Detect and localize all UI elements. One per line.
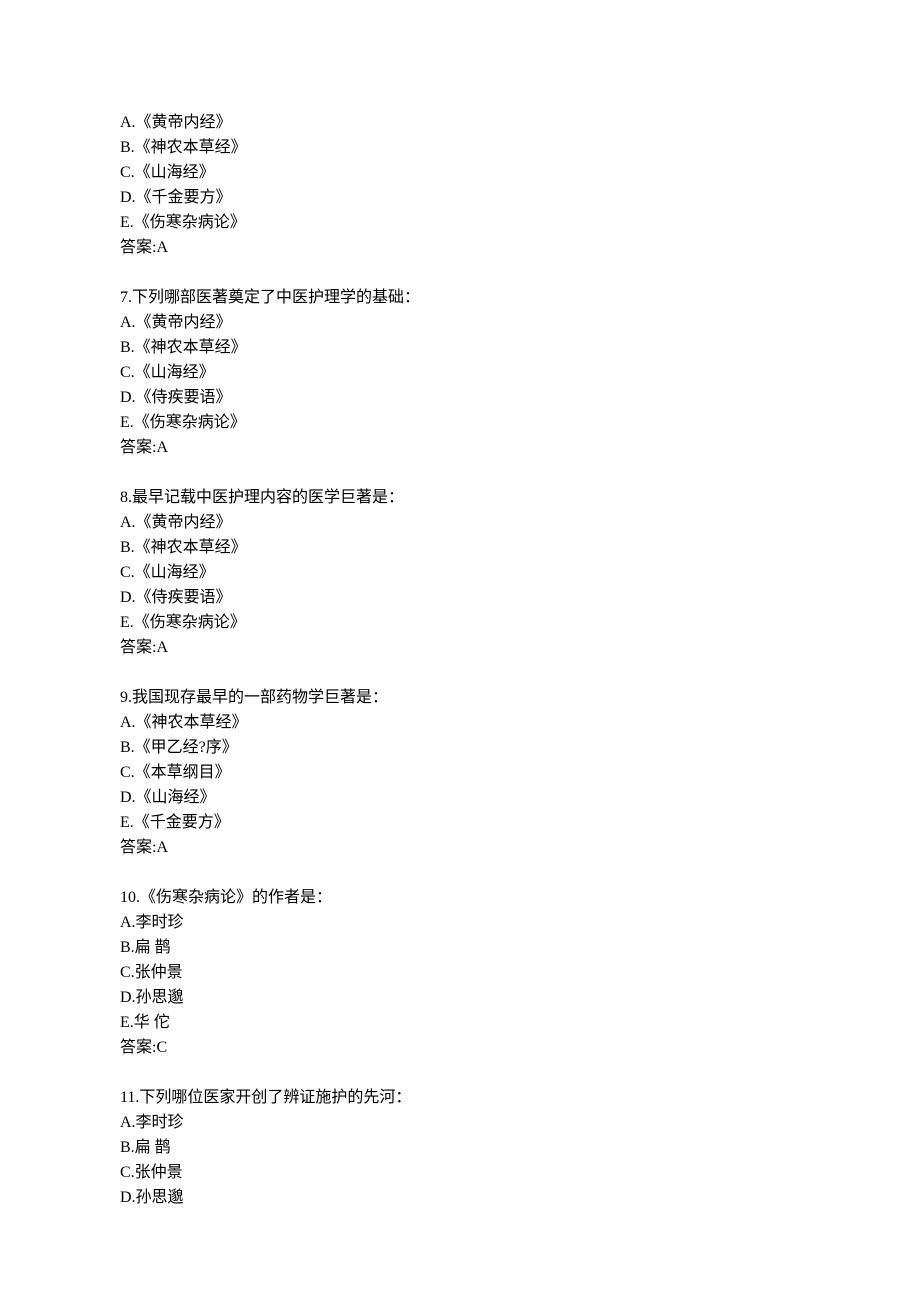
question-10-line-3: C.张仲景 bbox=[120, 960, 800, 985]
question-11-line-0: 11.下列哪位医家开创了辨证施护的先河： bbox=[120, 1085, 800, 1110]
question-9-line-5: E.《千金要方》 bbox=[120, 810, 800, 835]
question-7-line-6: 答案:A bbox=[120, 435, 800, 460]
block-spacer bbox=[120, 460, 800, 485]
block-spacer bbox=[120, 660, 800, 685]
question-8-line-4: D.《侍疾要语》 bbox=[120, 585, 800, 610]
question-9-line-2: B.《甲乙经?序》 bbox=[120, 735, 800, 760]
block-spacer bbox=[120, 1060, 800, 1085]
document-body: A.《黄帝内经》B.《神农本草经》C.《山海经》D.《千金要方》E.《伤寒杂病论… bbox=[120, 110, 800, 1210]
block-6-options-line-4: E.《伤寒杂病论》 bbox=[120, 210, 800, 235]
question-10-line-5: E.华 佗 bbox=[120, 1010, 800, 1035]
question-10-line-6: 答案:C bbox=[120, 1035, 800, 1060]
question-9-line-6: 答案:A bbox=[120, 835, 800, 860]
question-10-line-0: 10.《伤寒杂病论》的作者是： bbox=[120, 885, 800, 910]
question-10-line-4: D.孙思邈 bbox=[120, 985, 800, 1010]
question-8-line-3: C.《山海经》 bbox=[120, 560, 800, 585]
question-7-line-2: B.《神农本草经》 bbox=[120, 335, 800, 360]
block-spacer bbox=[120, 860, 800, 885]
question-7-line-4: D.《侍疾要语》 bbox=[120, 385, 800, 410]
block-6-options-line-5: 答案:A bbox=[120, 235, 800, 260]
question-11-line-1: A.李时珍 bbox=[120, 1110, 800, 1135]
question-11-line-2: B.扁 鹊 bbox=[120, 1135, 800, 1160]
block-6-options-line-0: A.《黄帝内经》 bbox=[120, 110, 800, 135]
question-8-line-5: E.《伤寒杂病论》 bbox=[120, 610, 800, 635]
question-10-line-1: A.李时珍 bbox=[120, 910, 800, 935]
block-spacer bbox=[120, 260, 800, 285]
question-7-line-5: E.《伤寒杂病论》 bbox=[120, 410, 800, 435]
question-7-line-0: 7.下列哪部医著奠定了中医护理学的基础： bbox=[120, 285, 800, 310]
block-6-options-line-2: C.《山海经》 bbox=[120, 160, 800, 185]
question-8-line-2: B.《神农本草经》 bbox=[120, 535, 800, 560]
block-6-options-line-3: D.《千金要方》 bbox=[120, 185, 800, 210]
question-7-line-3: C.《山海经》 bbox=[120, 360, 800, 385]
question-11-line-3: C.张仲景 bbox=[120, 1160, 800, 1185]
question-9-line-0: 9.我国现存最早的一部药物学巨著是： bbox=[120, 685, 800, 710]
question-8-line-6: 答案:A bbox=[120, 635, 800, 660]
question-7-line-1: A.《黄帝内经》 bbox=[120, 310, 800, 335]
question-10-line-2: B.扁 鹊 bbox=[120, 935, 800, 960]
question-9-line-3: C.《本草纲目》 bbox=[120, 760, 800, 785]
question-9-line-1: A.《神农本草经》 bbox=[120, 710, 800, 735]
block-6-options-line-1: B.《神农本草经》 bbox=[120, 135, 800, 160]
question-9-line-4: D.《山海经》 bbox=[120, 785, 800, 810]
question-8-line-0: 8.最早记载中医护理内容的医学巨著是： bbox=[120, 485, 800, 510]
question-8-line-1: A.《黄帝内经》 bbox=[120, 510, 800, 535]
question-11-line-4: D.孙思邈 bbox=[120, 1185, 800, 1210]
